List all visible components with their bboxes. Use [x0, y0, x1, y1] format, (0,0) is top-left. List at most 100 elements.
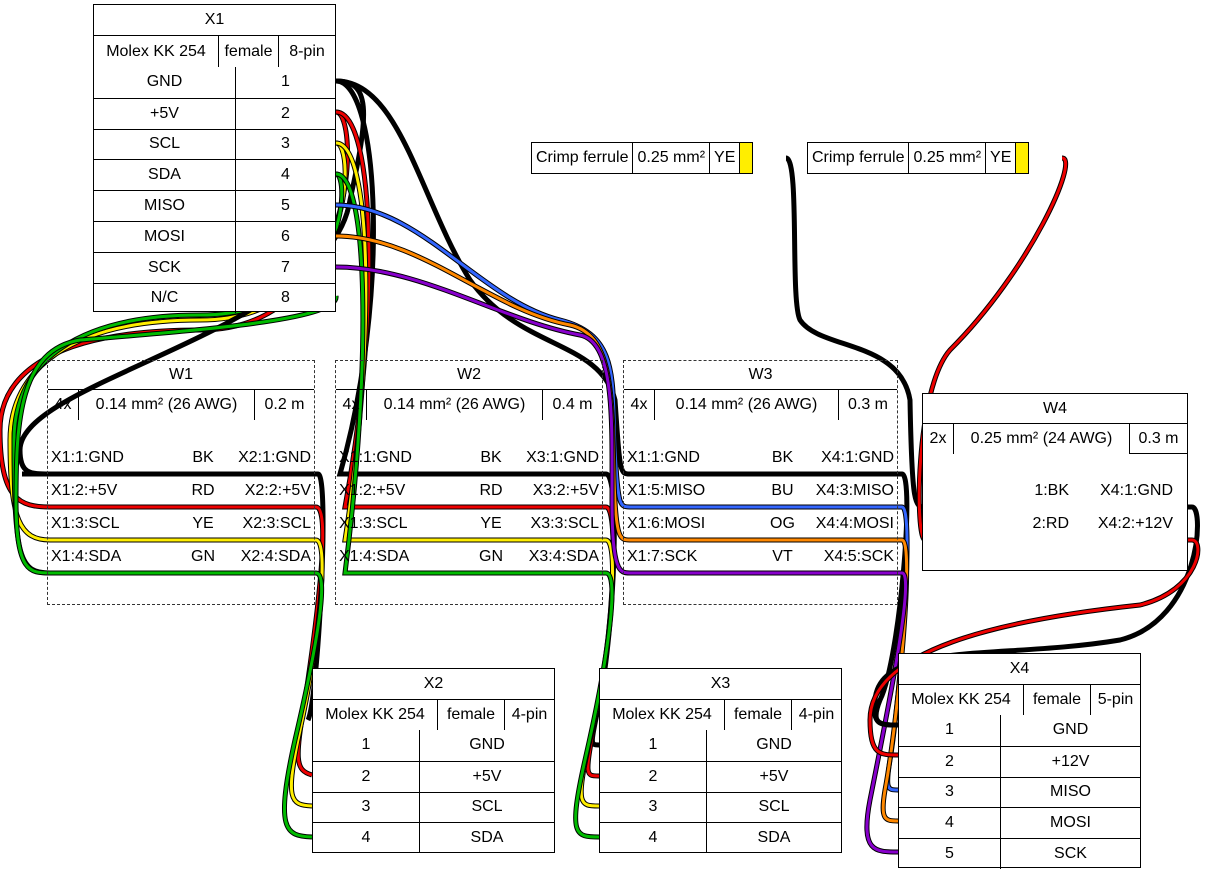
connector-x1-pin-row: SCL 3	[94, 128, 335, 160]
connector-x3-pin-row: 4 SDA	[600, 822, 841, 854]
connector-x1-pin-cell: 6	[235, 221, 335, 252]
cable-w1: W1 4x 0.14 mm² (26 AWG) 0.2 m	[47, 360, 315, 605]
wire-color-code: GN	[479, 548, 503, 565]
wire-label-from: X1:2:+5V	[339, 482, 406, 499]
cable-w1-count: 4x	[48, 389, 78, 420]
wire-label-to: X3:4:SDA	[528, 548, 599, 565]
wire-label-from: X1:1:GND	[51, 449, 124, 466]
connector-x1-pin-cell: 5	[235, 191, 335, 221]
connector-x2-pin-cell: 3	[361, 798, 371, 816]
wire-w4-rd	[867, 155, 1201, 758]
cable-w4: W4 2x 0.25 mm² (24 AWG) 0.3 m	[922, 393, 1188, 571]
wire-color-code: BK	[192, 449, 214, 466]
connector-x2-pin-cell: +5V	[419, 761, 554, 792]
connector-x2-type: Molex KK 254	[325, 706, 425, 723]
wire-label-from: 1:BK	[1034, 482, 1069, 499]
ferrule-1-color: YE	[709, 143, 739, 173]
connector-x3-pin-cell: 3	[648, 798, 658, 816]
connector-x4-pin-row: 5 SCK	[899, 838, 1140, 869]
connector-x3-gender: female	[724, 700, 791, 730]
ferrule-1-name: Crimp ferrule	[536, 149, 629, 166]
cable-w4-title: W4	[1043, 399, 1067, 417]
ferrule-2-color: YE	[985, 143, 1015, 173]
connector-x1-pin-cell: 3	[235, 129, 335, 160]
connector-x1-pin-row: SCK 7	[94, 251, 335, 283]
wire-color-code: VT	[772, 548, 793, 565]
cable-w1-title: W1	[169, 366, 193, 383]
connector-x3-type: Molex KK 254	[612, 706, 712, 723]
wire-color-code: BK	[771, 449, 794, 466]
wire-label-from: X1:6:MOSI	[627, 515, 706, 532]
connector-x2-pin-cell: 4	[361, 829, 371, 847]
connector-x2-pin-row: 4 SDA	[313, 822, 554, 854]
connector-x4-pin-cell: 1	[945, 721, 954, 739]
connector-x4-pin-row: 3 MISO	[899, 776, 1140, 808]
connector-x1-gender: female	[218, 36, 278, 67]
wire-label-from: X1:3:SCL	[51, 515, 120, 532]
connector-x1-pin-row: +5V 2	[94, 97, 335, 129]
ferrule-1: Crimp ferrule 0.25 mm² YE	[531, 142, 754, 174]
connector-x1-pin-row: GND 1	[94, 67, 335, 98]
connector-x2-title: X2	[423, 675, 444, 692]
wire-color-code: OG	[770, 515, 795, 532]
connector-x4-pin-row: 4 MOSI	[899, 807, 1140, 839]
wire-label-from: X1:2:+5V	[51, 482, 118, 499]
wire-label-to: X3:3:SCL	[530, 515, 599, 532]
connector-x2-pin-cell: SDA	[419, 823, 554, 854]
connector-x1-pin-row: MISO 5	[94, 190, 335, 221]
connector-x3-pin-cell: 2	[648, 767, 658, 785]
connector-x2-pin-cell: 1	[361, 736, 371, 754]
wire-w3-og	[335, 233, 910, 824]
ferrule-2-swatch	[1015, 143, 1029, 173]
connector-x1-pin-row: N/C 8	[94, 282, 335, 314]
connector-x1-pin-cell: 8	[235, 283, 335, 314]
connector-x3-pin-cell: GND	[706, 730, 841, 761]
cable-w4-length: 0.3 m	[1129, 423, 1187, 454]
connector-x1-pin-cell: SCK	[148, 258, 181, 276]
connector-x4-gender: female	[1023, 685, 1090, 715]
connector-x3-pin-cell: SDA	[706, 823, 841, 854]
connector-x1-pin-row: SDA 4	[94, 159, 335, 191]
connector-x2-pin-cell: SCL	[419, 792, 554, 823]
ferrule-2: Crimp ferrule 0.25 mm² YE	[807, 142, 1030, 174]
cable-w2: W2 4x 0.14 mm² (26 AWG) 0.4 m	[335, 360, 603, 605]
wire-label-to: X4:5:SCK	[823, 548, 894, 565]
connector-x4-pin-row: 1 GND	[899, 715, 1140, 746]
wire-label-from: X1:7:SCK	[627, 548, 698, 565]
connector-x1-pin-cell: SCL	[148, 135, 181, 153]
wire-label-from: X1:4:SDA	[51, 548, 122, 565]
ferrule-1-size: 0.25 mm²	[632, 143, 709, 173]
wire-color-code: BK	[480, 449, 502, 466]
wire-label-to: X2:4:SDA	[240, 548, 311, 565]
wire-label-to: X4:1:GND	[821, 449, 894, 466]
connector-x2-pin-cell: 2	[361, 767, 371, 785]
wire-label-to: X4:1:GND	[1100, 482, 1173, 499]
connector-x3-title: X3	[710, 675, 731, 692]
connector-x1-pin-cell: 2	[235, 98, 335, 129]
wire-color-code: GN	[191, 548, 215, 565]
connector-x1-pin-row: MOSI 6	[94, 220, 335, 252]
wire-label-from: 2:RD	[1032, 515, 1069, 532]
connector-x3: X3 Molex KK 254 female 4-pin 1 GND 2 +5V 3 SC…	[599, 668, 842, 854]
connector-x4-pin-row: 2 +12V	[899, 745, 1140, 777]
connector-x1-pincount: 8-pin	[278, 36, 335, 67]
connector-x1-type: Molex KK 254	[106, 42, 206, 60]
wire-label-to: X2:1:GND	[238, 449, 311, 466]
wire-label-from: X1:5:MISO	[627, 482, 706, 499]
connector-x1-pin-cell: GND	[146, 73, 183, 91]
connector-x1: X1 Molex KK 254 female 8-pin GND 1 +5V 2 SCL…	[93, 4, 336, 314]
connector-x2-pin-row: 1 GND	[313, 730, 554, 761]
connector-x1-pin-cell: MISO	[144, 197, 185, 215]
cable-w2-gauge: 0.14 mm² (26 AWG)	[366, 389, 542, 420]
connector-x1-title: X1	[204, 11, 225, 28]
wire-color-code: RD	[191, 482, 215, 499]
wire-label-to: X2:3:SCL	[242, 515, 311, 532]
cable-w4-gauge: 0.25 mm² (24 AWG)	[953, 423, 1129, 454]
connector-x4-type: Molex KK 254	[911, 691, 1011, 708]
connector-x4-pin-cell: 5	[945, 845, 954, 863]
connector-x3-pin-row: 3 SCL	[600, 791, 841, 823]
ferrule-1-swatch	[739, 143, 753, 173]
cable-w3-count: 4x	[624, 389, 654, 420]
wire-label-from: X1:1:GND	[339, 449, 412, 466]
connector-x3-pin-cell: SCL	[706, 792, 841, 823]
